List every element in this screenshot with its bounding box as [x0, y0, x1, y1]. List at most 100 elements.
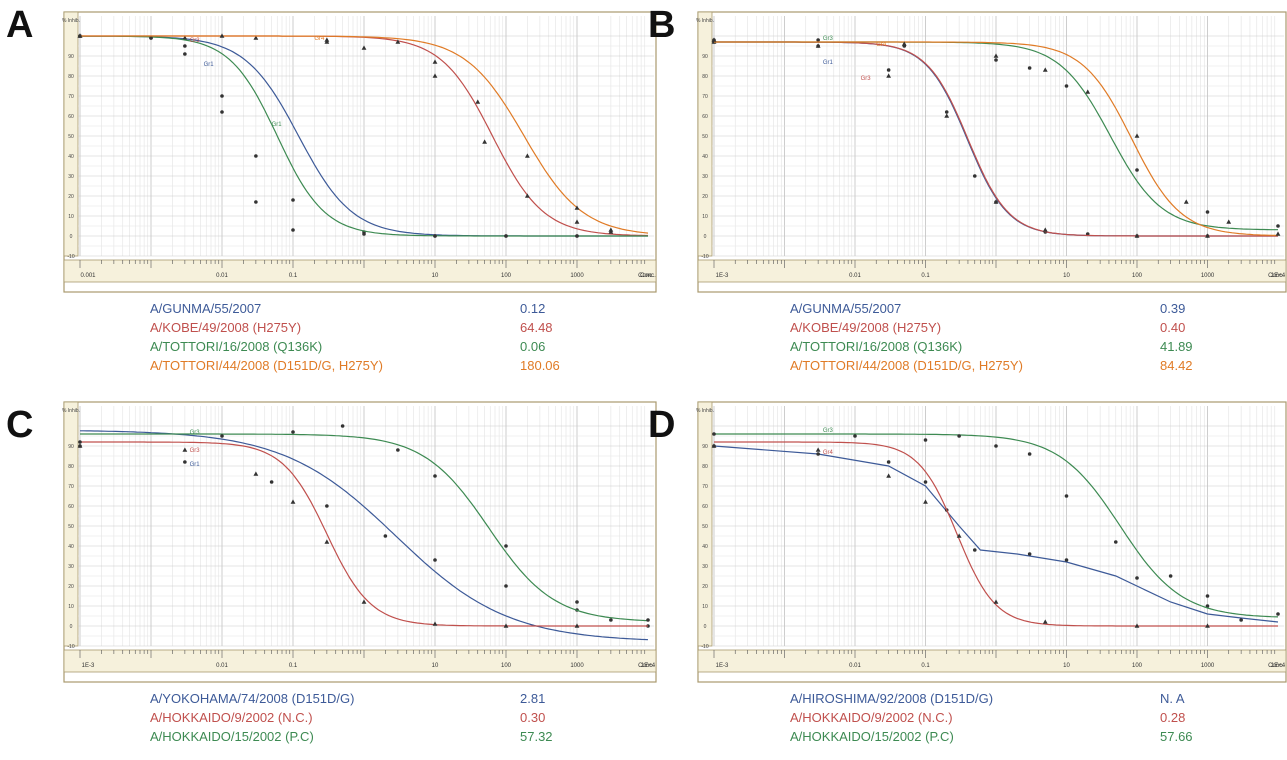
- curve-label: Gr4: [876, 42, 887, 48]
- data-point: [340, 424, 345, 428]
- y-tick-label: 40: [702, 154, 708, 160]
- data-point: [183, 52, 187, 56]
- data-point: [1064, 84, 1069, 88]
- series-1: [77, 441, 648, 628]
- y-tick-labels: -10 0 10 20 30 40 50 60 70 80 90: [701, 54, 708, 260]
- data-point: [1134, 133, 1140, 138]
- legend-entry: A/KOBE/49/2008 (H275Y): [790, 320, 942, 335]
- x-tick-label: 1000: [570, 663, 584, 669]
- legend-entry: A/HIROSHIMA/92/2008 (D151D/G): [790, 691, 994, 706]
- data-point: [253, 471, 259, 476]
- data-point: [362, 232, 366, 236]
- y-tick-label: 60: [68, 114, 74, 120]
- data-point: [383, 534, 388, 538]
- data-point: [1134, 623, 1140, 628]
- data-point: [396, 448, 400, 452]
- legend-entry: A/KOBE/49/2008 (H275Y): [150, 320, 302, 335]
- x-tick-label: 0.1: [921, 663, 930, 669]
- curve-label: Gr3: [190, 38, 201, 44]
- data-point: [972, 174, 977, 178]
- y-tick-label: -10: [701, 644, 708, 650]
- data-point: [291, 228, 295, 232]
- legend-entry: A/HOKKAIDO/9/2002 (N.C.): [790, 710, 953, 725]
- y-tick-label: 90: [68, 444, 74, 450]
- data-point: [183, 44, 187, 48]
- y-tick-label: 80: [68, 74, 74, 80]
- data-point: [816, 452, 820, 456]
- legend-value: 64.48: [520, 320, 553, 335]
- series-2: [78, 34, 648, 238]
- data-point: [1226, 219, 1232, 224]
- data-point: [1275, 231, 1281, 236]
- data-point: [993, 53, 999, 58]
- chart-c: -10 0 10 20 30 40 50 60 70 80 90 % Inhib. 1E-3 0.01 0.…: [62, 401, 657, 683]
- y-axis-strip: [63, 11, 79, 257]
- y-tick-label: 30: [68, 174, 74, 180]
- x-tick-label: 1000: [570, 273, 584, 279]
- y-tick-labels: -10 0 10 20 30 40 50 60 70 80 90: [701, 444, 708, 650]
- data-point: [923, 480, 928, 484]
- data-point: [886, 68, 891, 72]
- data-point: [291, 430, 295, 434]
- curve-label: Gr3: [823, 428, 834, 434]
- data-point: [574, 623, 580, 628]
- chart-d: -10 0 10 20 30 40 50 60 70 80 90 % Inhib. 1E-3 0.01 0.…: [696, 401, 1287, 683]
- data-point: [475, 99, 481, 104]
- data-point: [504, 234, 508, 238]
- data-point: [291, 198, 295, 202]
- x-tick-label: 1E-3: [716, 663, 729, 669]
- x-axis-label: Conc.: [1268, 273, 1284, 279]
- x-tick-label: 0.01: [849, 663, 861, 669]
- panel-b: B -10 0 10 20 30 40 50 60 70 80 90 % Inhib. 1E-3 0.01…: [642, 0, 1287, 373]
- data-point: [433, 474, 437, 478]
- y-tick-label: 70: [702, 484, 708, 490]
- data-point: [1205, 594, 1210, 598]
- legend-value: 57.66: [1160, 729, 1193, 744]
- y-axis-strip: [697, 401, 713, 647]
- data-point: [886, 460, 891, 464]
- data-point: [1135, 576, 1139, 580]
- data-point: [433, 558, 437, 562]
- data-point: [994, 444, 998, 448]
- legend-entry: A/YOKOHAMA/74/2008 (D151D/G): [150, 691, 355, 706]
- y-tick-label: 90: [702, 444, 708, 450]
- data-point: [324, 37, 330, 42]
- data-point: [482, 139, 488, 144]
- x-tick-label: 100: [1132, 273, 1143, 279]
- legend-value: 0.28: [1160, 710, 1186, 725]
- data-point: [646, 618, 650, 622]
- y-tick-labels: -10 0 10 20 30 40 50 60 70 80 90: [67, 444, 74, 650]
- data-point: [815, 447, 821, 452]
- y-tick-labels: -10 0 10 20 30 40 50 60 70 80 90: [67, 54, 74, 260]
- x-tick-label: 0.1: [289, 663, 298, 669]
- series-1: [711, 441, 1278, 628]
- legend-value: 180.06: [520, 358, 560, 373]
- data-point: [994, 58, 998, 62]
- y-tick-label: 20: [68, 584, 74, 590]
- x-tick-labels: 0.001 0.01 0.1 10 100 1000 Conc.Conc.: [80, 273, 656, 279]
- data-point: [923, 438, 928, 442]
- y-tick-label: -10: [67, 254, 74, 260]
- series-line: [714, 441, 1278, 627]
- data-point: [290, 499, 296, 504]
- data-point: [269, 480, 274, 484]
- data-point: [324, 539, 330, 544]
- legend-entry: A/GUNMA/55/2007: [150, 301, 262, 316]
- curve-label: Gr3: [861, 76, 872, 82]
- panel-d: D -10 0 10 20 30 40 50 60 70 80 90 % Inhib. 1E-3 0.01…: [642, 400, 1287, 744]
- data-point: [1027, 66, 1032, 70]
- y-tick-label: 10: [702, 214, 708, 220]
- panel-a: A -10 0 10 20 30 40 50 60 70 80 90 % Inhib. 0.001 0.0…: [0, 0, 657, 373]
- y-tick-label: 70: [68, 94, 74, 100]
- x-tick-label: 0.01: [216, 663, 228, 669]
- data-point: [1027, 552, 1032, 556]
- y-tick-label: 0: [70, 234, 73, 240]
- data-point: [574, 205, 580, 210]
- y-axis-label: % Inhib.: [696, 18, 714, 24]
- data-point: [219, 33, 225, 38]
- y-axis-strip: [697, 11, 713, 257]
- data-point: [609, 618, 613, 622]
- y-tick-label: 0: [704, 234, 707, 240]
- x-tick-label: 1E-3: [716, 273, 729, 279]
